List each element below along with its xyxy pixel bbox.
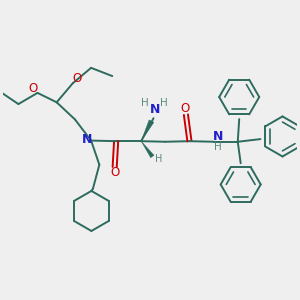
Text: O: O (110, 167, 119, 179)
Text: H: H (155, 154, 163, 164)
Text: O: O (181, 102, 190, 115)
Polygon shape (141, 120, 154, 141)
Polygon shape (141, 141, 154, 158)
Text: O: O (72, 72, 81, 85)
Text: H: H (141, 98, 149, 108)
Text: H: H (214, 142, 222, 152)
Text: N: N (82, 133, 92, 146)
Text: N: N (150, 103, 160, 116)
Text: O: O (28, 82, 38, 95)
Text: N: N (213, 130, 224, 143)
Text: H: H (160, 98, 168, 108)
